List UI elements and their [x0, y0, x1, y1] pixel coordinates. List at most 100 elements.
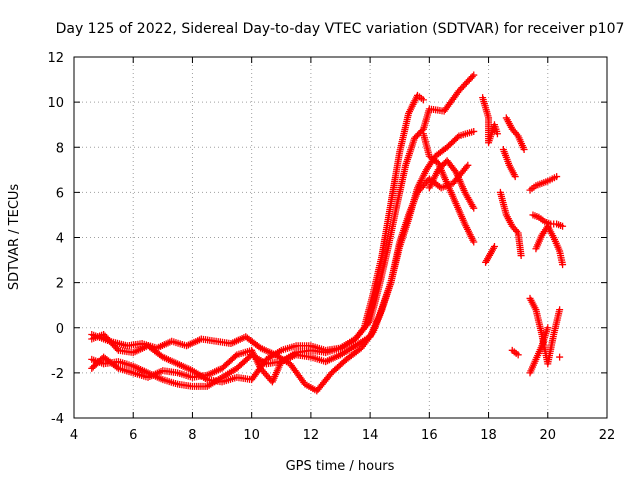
trail-marker — [519, 144, 527, 152]
trail-marker — [374, 285, 382, 293]
trail-marker — [369, 292, 377, 300]
trail-marker — [510, 171, 518, 179]
trail-marker — [216, 375, 224, 383]
trail-marker — [493, 127, 501, 135]
series-track-10 — [499, 146, 519, 181]
trail-marker — [231, 352, 239, 360]
trail-marker — [489, 244, 497, 252]
series-track-3 — [88, 127, 478, 395]
y-tick-label: -2 — [51, 367, 64, 382]
trail-marker — [172, 380, 180, 388]
x-tick-label: 10 — [243, 428, 260, 443]
trail-marker — [377, 254, 385, 262]
trail-marker — [253, 342, 261, 350]
trail-marker — [365, 319, 373, 327]
x-tick-label: 6 — [129, 428, 137, 443]
trail-marker — [334, 345, 342, 353]
trail-marker — [246, 347, 254, 355]
trail-marker — [172, 369, 180, 377]
trail-marker — [451, 198, 459, 206]
trail-marker — [460, 218, 468, 226]
trail-marker — [104, 337, 112, 345]
trail-marker — [325, 372, 333, 380]
x-tick-label: 16 — [421, 428, 438, 443]
y-tick-label: 4 — [56, 232, 64, 247]
x-tick-label: 12 — [303, 428, 320, 443]
trail-marker — [558, 258, 566, 266]
trail-marker — [201, 382, 209, 390]
trail-marker — [261, 359, 269, 367]
y-tick-label: 0 — [56, 322, 64, 337]
trail-marker — [418, 127, 426, 135]
trail-marker — [536, 180, 544, 188]
y-tick-label: 8 — [56, 141, 64, 156]
trail-marker — [354, 347, 362, 355]
trail-marker — [201, 371, 209, 379]
axis-ticks: 4 6 8 10 12 14 16 18 20 22 -4 -2 0 2 4 6 8 10 12 — [47, 51, 615, 443]
trail-marker — [469, 202, 477, 210]
x-tick-label: 8 — [188, 428, 196, 443]
trail-marker — [383, 247, 391, 255]
trail-marker — [468, 73, 476, 81]
trail-marker — [502, 209, 510, 217]
trail-marker — [543, 326, 551, 334]
trail-marker — [156, 351, 164, 359]
trail-marker — [537, 344, 545, 352]
trail-marker — [111, 362, 119, 370]
trail-marker — [507, 220, 515, 228]
trail-marker — [363, 320, 371, 328]
series-track-15 — [532, 222, 567, 269]
series-track-13 — [526, 173, 561, 194]
trail-marker — [533, 212, 541, 220]
x-tick-label: 20 — [540, 428, 557, 443]
trail-marker — [270, 350, 278, 358]
x-axis-label: GPS time / hours — [286, 459, 395, 474]
y-axis-label: SDTVAR / TECUs — [7, 184, 22, 291]
trail-marker — [549, 232, 557, 240]
series-track-1 — [88, 91, 427, 386]
trail-marker — [187, 366, 195, 374]
x-tick-label: 4 — [70, 428, 78, 443]
trail-marker — [339, 358, 347, 366]
trail-marker — [555, 308, 563, 316]
trail-marker — [557, 221, 565, 229]
trail-marker — [305, 353, 313, 361]
chart-title: Day 125 of 2022, Sidereal Day-to-day VTE… — [56, 21, 625, 37]
x-tick-label: 22 — [599, 428, 616, 443]
trail-marker — [462, 163, 470, 171]
series-track-6 — [425, 157, 478, 212]
trail-marker — [374, 314, 382, 322]
trail-marker — [468, 128, 476, 136]
y-tick-label: 6 — [56, 186, 64, 201]
trail-marker — [438, 107, 446, 115]
trail-marker — [550, 174, 558, 182]
y-tick-label: 12 — [47, 51, 64, 66]
trail-marker — [469, 236, 477, 244]
trail-marker — [127, 368, 135, 376]
trail-marker — [401, 163, 409, 171]
trail-marker — [461, 165, 469, 173]
trail-marker — [349, 343, 357, 351]
trail-marker — [505, 159, 513, 167]
trail-marker — [246, 375, 254, 383]
trail-marker — [392, 204, 400, 212]
trail-marker — [537, 328, 545, 336]
trail-marker — [550, 220, 558, 228]
trail-marker — [395, 240, 403, 248]
trail-marker — [507, 123, 515, 131]
trail-marker — [157, 375, 165, 383]
trail-marker — [530, 183, 538, 191]
trail-marker — [452, 135, 460, 143]
x-tick-label: 18 — [480, 428, 497, 443]
trail-marker — [386, 202, 394, 210]
trail-marker — [172, 359, 180, 367]
series-track-18 — [556, 353, 564, 361]
series-track-9 — [502, 114, 528, 154]
trail-marker — [395, 150, 403, 158]
series-track-11 — [496, 188, 525, 260]
trail-marker — [442, 178, 450, 186]
trail-marker — [537, 233, 545, 241]
trail-marker — [404, 213, 412, 221]
trail-marker — [453, 133, 461, 141]
series-track-8 — [482, 243, 498, 266]
